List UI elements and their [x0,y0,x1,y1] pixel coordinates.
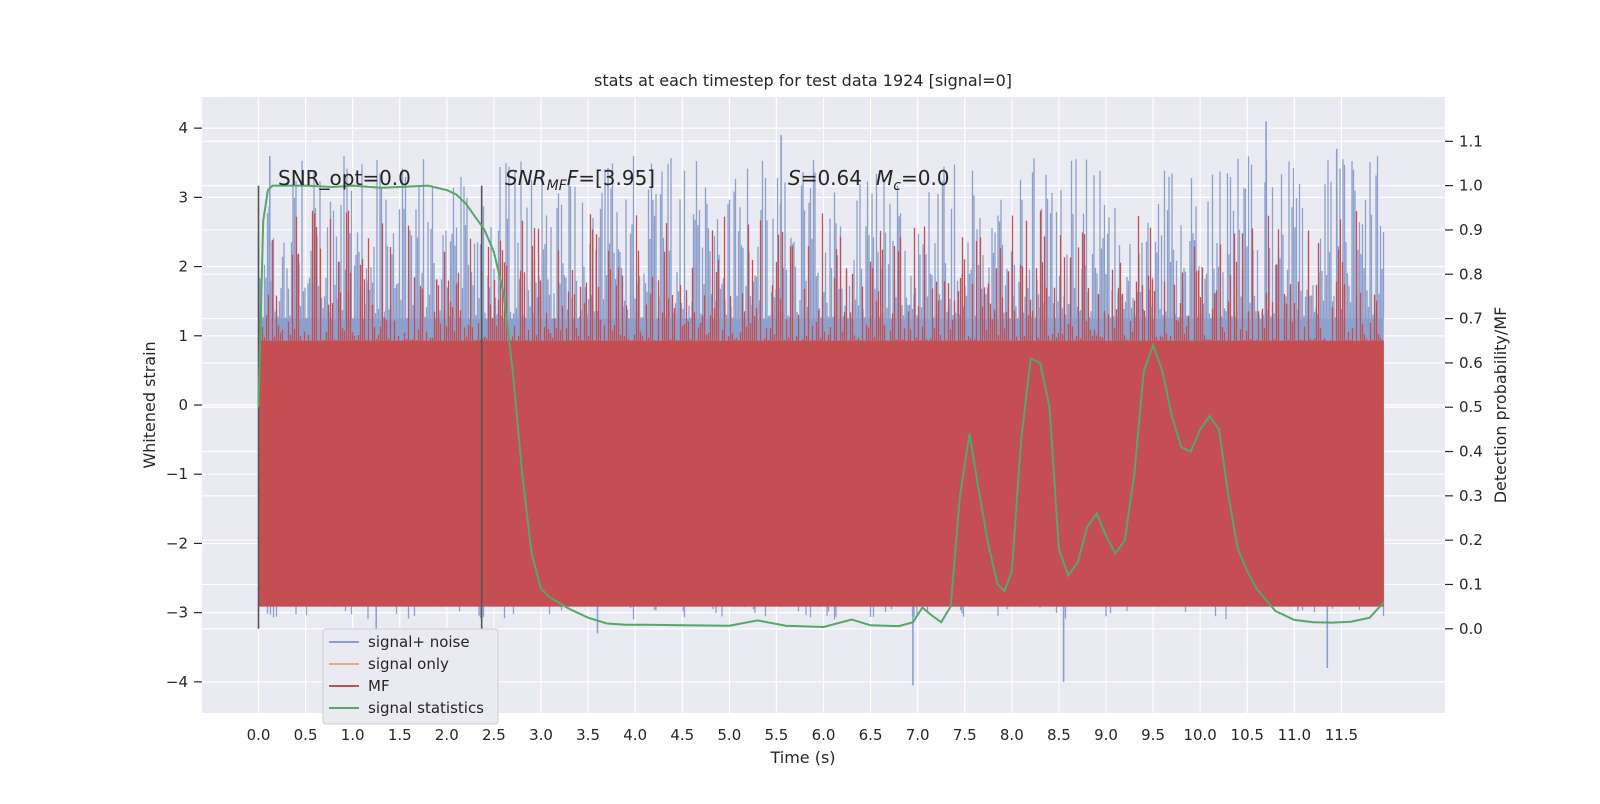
y2-tick-label: 1.0 [1459,177,1483,195]
x-tick-label: 10.5 [1231,726,1264,744]
x-tick-label: 4.0 [623,726,647,744]
y2-tick-label: 0.8 [1459,265,1483,283]
legend-label-signal-only: signal only [368,655,449,673]
y-tick-label: −3 [166,604,188,622]
chart-title: stats at each timestep for test data 192… [594,71,1012,90]
x-tick-label: 3.0 [529,726,553,744]
x-tick-label: 0.5 [294,726,318,744]
y-tick-label: 0 [178,396,188,414]
snr-mf-f: F [567,166,579,190]
y-tick-label: 4 [178,119,188,137]
x-tick-label: 5.5 [764,726,788,744]
y2-axis-label: Detection probability/MF [1491,307,1510,504]
legend: signal+ noise signal only MF signal stat… [322,628,499,725]
y2-tick-label: 0.0 [1459,620,1483,638]
s-label: S [788,166,801,190]
legend-label-mf: MF [368,677,390,695]
x-tick-label: 7.0 [906,726,930,744]
y2-tick-label: 0.5 [1459,398,1483,416]
x-tick-label: 0.0 [247,726,271,744]
x-tick-label: 3.5 [576,726,600,744]
legend-label-signal-noise: signal+ noise [368,633,470,651]
x-tick-label: 2.5 [482,726,506,744]
x-tick-label: 11.0 [1278,726,1311,744]
mc-label: M [876,166,893,190]
x-tick-label: 5.0 [717,726,741,744]
x-tick-label: 6.5 [859,726,883,744]
x-tick-label: 1.0 [341,726,365,744]
x-tick-label: 7.5 [953,726,977,744]
y2-tick-label: 0.1 [1459,575,1483,593]
s-annotation: S=0.64 Mc=0.0 [788,166,950,194]
y2-tick-label: 0.9 [1459,221,1483,239]
mc-value: =0.0 [901,166,950,190]
y2-tick-label: 0.7 [1459,310,1483,328]
y-axis-label: Whitened strain [140,341,159,468]
y2-tick-label: 1.1 [1459,132,1483,150]
y2-tick-label: 0.3 [1459,487,1483,505]
snr-mf-label: SNR [505,166,547,190]
y-tick-label: 2 [178,258,188,276]
mc-subscript: c [893,178,901,194]
x-tick-label: 11.5 [1325,726,1358,744]
x-tick-label: 10.0 [1183,726,1216,744]
legend-box [322,628,499,725]
y-tick-label: 1 [178,327,188,345]
x-tick-label: 4.5 [670,726,694,744]
legend-label-signal-statistics: signal statistics [368,699,484,717]
snr-opt-annotation: SNR_opt=0.0 [278,166,411,190]
snr-mf-value: =[3.95] [578,166,655,190]
x-tick-label: 2.0 [435,726,459,744]
mf-band [258,340,1384,607]
x-tick-label: 9.0 [1094,726,1118,744]
y2-tick-label: 0.6 [1459,354,1483,372]
y-tick-label: −2 [166,534,188,552]
y-tick-label: −4 [166,673,188,691]
snr-mf-subscript: MF [547,178,568,194]
y2-tick-label: 0.4 [1459,443,1483,461]
y-tick-label: 3 [178,188,188,206]
x-tick-label: 8.5 [1047,726,1071,744]
snr-mf-annotation: SNRMFF=[3.95] [505,166,655,194]
x-tick-label: 6.0 [812,726,836,744]
x-tick-label: 9.5 [1141,726,1165,744]
x-tick-label: 8.0 [1000,726,1024,744]
s-value: =0.64 [801,166,862,190]
x-axis-label: Time (s) [769,748,835,767]
y-tick-label: −1 [166,465,188,483]
y2-tick-label: 0.2 [1459,531,1483,549]
x-tick-label: 1.5 [388,726,412,744]
signal-statistics-line [257,184,1385,629]
